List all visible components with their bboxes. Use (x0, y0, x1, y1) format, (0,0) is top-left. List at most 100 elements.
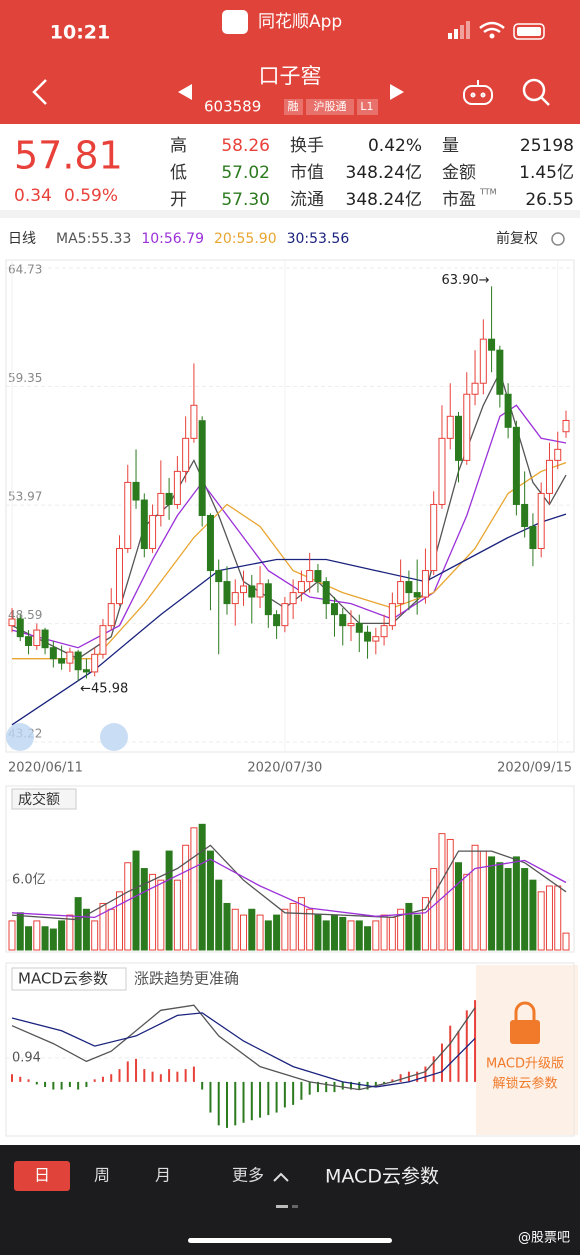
ma-line (11, 844, 567, 921)
panel-title: MACD云参数 (18, 970, 108, 988)
candle-body (273, 614, 281, 627)
volume-bar (430, 868, 438, 951)
y-tick-label: 64.73 (8, 263, 42, 277)
volume-bar (240, 914, 248, 951)
volume-bar (231, 908, 239, 951)
bottom-bar (0, 1145, 580, 1255)
volume-bar (16, 912, 24, 951)
ma-line (11, 513, 567, 726)
ma-line (12, 461, 567, 660)
volume-bar (281, 908, 289, 951)
annotation: 63.90→ (441, 273, 489, 288)
candle-body (99, 625, 107, 655)
field-label: 金额 (442, 163, 476, 183)
watermark: @股票吧 (518, 1231, 570, 1246)
volume-bar (438, 833, 446, 951)
next-stock[interactable] (390, 84, 404, 100)
search-icon[interactable] (522, 78, 550, 106)
page-dot (276, 1205, 288, 1208)
robot-icon[interactable] (463, 80, 493, 105)
app-icon (222, 10, 248, 34)
prev-stock[interactable] (178, 84, 192, 100)
ma-line (11, 370, 567, 660)
ma-line (11, 858, 567, 919)
volume-bar (82, 908, 90, 951)
candle-body (182, 437, 190, 472)
volume-bar (149, 873, 157, 951)
y-tick-label: 59.35 (8, 371, 42, 385)
tab[interactable]: 月 (155, 1166, 171, 1185)
field-value: 57.30 (221, 190, 270, 210)
volume-bar (397, 908, 405, 951)
volume-bar (273, 914, 281, 951)
candle-body (157, 492, 165, 516)
tab[interactable]: 更多 (232, 1166, 264, 1185)
price: 57.81 (14, 134, 123, 178)
zoom-button[interactable] (6, 723, 34, 751)
field-label: 流通 (290, 190, 324, 210)
adjust[interactable]: 前复权 (496, 230, 538, 247)
candle-body (504, 393, 512, 428)
volume-bar (41, 926, 49, 951)
candle-body (405, 581, 413, 594)
candle-body (430, 503, 438, 572)
volume-bar (140, 868, 148, 951)
back-button[interactable] (32, 79, 47, 105)
tab[interactable]: MACD云参数 (325, 1166, 439, 1188)
overlay[interactable] (476, 965, 578, 1135)
volume-bar (115, 891, 123, 951)
field-value: 57.02 (221, 163, 270, 183)
tag: L1 (360, 100, 373, 113)
candle-body (372, 636, 380, 642)
candle-body (438, 437, 446, 505)
overlay-text: MACD升级版 (486, 1057, 564, 1072)
candle-body (33, 629, 41, 646)
y-tick-label: 53.97 (8, 490, 42, 504)
candle-body (215, 570, 223, 583)
more-arrow (273, 1172, 289, 1182)
field-label: 开 (170, 190, 187, 210)
candle-body (16, 618, 24, 638)
candle-body (562, 419, 570, 433)
volume-bar (504, 868, 512, 951)
tags: 融 沪股通 L1 (284, 99, 378, 115)
candle-body (529, 525, 537, 550)
volume-bar (529, 879, 537, 951)
tab-active[interactable] (14, 1161, 70, 1191)
divider (0, 210, 580, 218)
candle-body (347, 622, 355, 627)
candle-body (149, 514, 157, 550)
volume-bar (215, 879, 223, 951)
legend-entry: 30:53.56 (287, 231, 350, 247)
volume-bar (132, 850, 140, 951)
volume-bar (165, 850, 173, 951)
field-label: 换手 (290, 136, 324, 156)
x-tick-label: 2020/06/11 (8, 761, 83, 776)
candle-body (223, 581, 231, 605)
volume-bar (388, 916, 396, 951)
volume-bar (314, 914, 322, 951)
zoom-button[interactable] (100, 723, 128, 751)
candle-body (545, 459, 553, 494)
candle-body (297, 581, 305, 594)
overlay-text: 解锁云参数 (492, 1076, 557, 1092)
candle-body (198, 420, 206, 516)
candle-body (132, 481, 140, 501)
settings-icon[interactable] (551, 232, 565, 246)
y-tick-label: 6.0亿 (12, 873, 46, 888)
volume-bar (554, 885, 562, 951)
volume-bar (157, 879, 165, 951)
candle-body (330, 603, 338, 616)
y-tick-label: 0.94 (12, 1050, 41, 1065)
change-pct: 0.59% (64, 186, 118, 206)
tab[interactable]: 周 (94, 1166, 110, 1185)
field-label: 量 (442, 136, 459, 156)
volume-bar (512, 856, 520, 951)
volume-bar (330, 914, 338, 951)
tab[interactable]: 日 (34, 1166, 50, 1185)
volume-bar (347, 920, 355, 951)
legend-entry: 10:56.79 (141, 231, 204, 247)
volume-bar (297, 897, 305, 951)
annotation: ←45.98 (80, 682, 128, 697)
